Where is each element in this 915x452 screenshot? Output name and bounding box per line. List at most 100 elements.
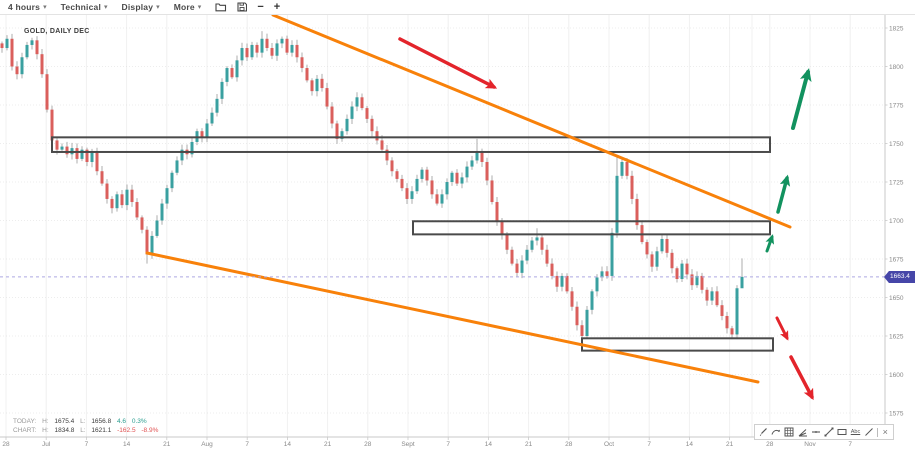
candle [385, 149, 389, 161]
candle [240, 48, 244, 61]
candle [725, 315, 729, 329]
x-tick-label: Nov [804, 441, 816, 448]
candle [395, 171, 399, 179]
candle [205, 123, 209, 138]
candle [115, 194, 119, 209]
curve-arrow-icon[interactable] [771, 426, 782, 438]
candle [650, 254, 654, 267]
arrow-annotation [791, 68, 812, 130]
rectangle-icon[interactable] [837, 426, 848, 438]
y-tick-label: 1575 [889, 410, 904, 417]
diagonal-line-icon[interactable] [863, 426, 874, 438]
candle [170, 172, 174, 189]
chart-change-pct: -8.9% [141, 427, 159, 434]
x-tick-label: 14 [485, 441, 493, 448]
candle [150, 235, 154, 255]
candle [285, 38, 289, 53]
trendline-icon[interactable] [824, 426, 835, 438]
candle [250, 44, 254, 58]
candlestick-chart-canvas[interactable]: 1825 1800 1775 1750 1725 1700 1675 1650 1625 1600… [0, 15, 915, 452]
candle [200, 131, 204, 138]
today-info-row: TODAY: H: 1675.4 L: 1656.8 4.6 0.3% [13, 417, 162, 426]
candle [425, 169, 429, 181]
grid-icon[interactable] [784, 426, 795, 438]
x-tick-label: 7 [446, 441, 450, 448]
technical-menu[interactable]: Technical ▾ [61, 2, 108, 12]
timeframe-menu[interactable]: 4 hours ▾ [8, 2, 47, 12]
candle [740, 276, 744, 289]
candle [315, 78, 319, 92]
candle [515, 263, 519, 273]
candle [290, 44, 294, 53]
candle [545, 249, 549, 264]
drawing-toolbar: Abc × [754, 424, 894, 440]
text-icon[interactable]: Abc [850, 429, 861, 435]
candle [305, 68, 309, 81]
candle [20, 57, 24, 75]
support-resistance-box [51, 136, 771, 153]
candle [620, 161, 624, 176]
candle [525, 249, 529, 261]
trend-angle-icon[interactable] [797, 426, 808, 438]
chevron-down-icon: ▾ [197, 4, 202, 11]
trendline [271, 15, 792, 229]
horizontal-line-icon[interactable] [810, 426, 821, 438]
arrow-annotation [789, 355, 814, 401]
candle [400, 178, 404, 189]
open-folder-icon[interactable] [215, 2, 227, 12]
price-chart[interactable]: 1825 1800 1775 1750 1725 1700 1675 1650 1625 1600… [0, 15, 915, 452]
candle [245, 48, 249, 58]
candle [710, 291, 714, 301]
candle [15, 66, 19, 75]
save-icon[interactable] [237, 2, 248, 12]
support-resistance-box [412, 220, 771, 236]
technical-menu-label: Technical [60, 2, 102, 12]
x-tick-label: 7 [85, 441, 89, 448]
y-tick-label: 1750 [889, 141, 904, 148]
candle [265, 38, 269, 49]
candle [145, 229, 149, 255]
candle [595, 277, 599, 292]
pencil-icon[interactable] [757, 426, 768, 438]
x-tick-label: 28 [766, 441, 774, 448]
symbol-label: GOLD, DAILY DEC [24, 28, 90, 35]
candle [475, 151, 479, 161]
candle [420, 169, 424, 179]
candle [455, 172, 459, 184]
candle [390, 160, 394, 172]
candle [625, 161, 629, 176]
candle [555, 275, 559, 287]
chart-high-value: 1834.8 [54, 427, 75, 434]
zoom-in-icon[interactable]: + [273, 1, 281, 13]
candle [320, 78, 324, 89]
close-icon[interactable]: × [882, 427, 888, 437]
candle [120, 194, 124, 206]
candle [565, 275, 569, 292]
zoom-out-icon[interactable]: − [257, 1, 264, 13]
candle [325, 88, 329, 107]
candle [55, 140, 59, 150]
y-tick-label: 1625 [889, 333, 904, 340]
display-menu-label: Display [121, 2, 154, 12]
display-menu[interactable]: Display ▾ [122, 2, 160, 12]
more-menu-label: More [173, 2, 195, 12]
candle [480, 151, 484, 162]
candle [585, 309, 589, 336]
y-tick-label: 1650 [889, 295, 904, 302]
chart-low-label: L: [80, 427, 86, 434]
candle [605, 271, 609, 276]
candle [255, 44, 259, 53]
candle [700, 275, 704, 290]
chevron-down-icon: ▾ [104, 4, 108, 11]
more-menu[interactable]: More ▾ [174, 2, 202, 12]
candle [0, 43, 4, 49]
candle [540, 237, 544, 250]
candle [65, 146, 69, 155]
candle [520, 260, 524, 273]
chart-info-row: CHART: H: 1834.8 L: 1621.1 -162.5 -8.9% [13, 426, 162, 435]
candle [220, 81, 224, 99]
candle [660, 238, 664, 252]
y-tick-label: 1775 [889, 102, 904, 109]
candle [580, 325, 584, 336]
